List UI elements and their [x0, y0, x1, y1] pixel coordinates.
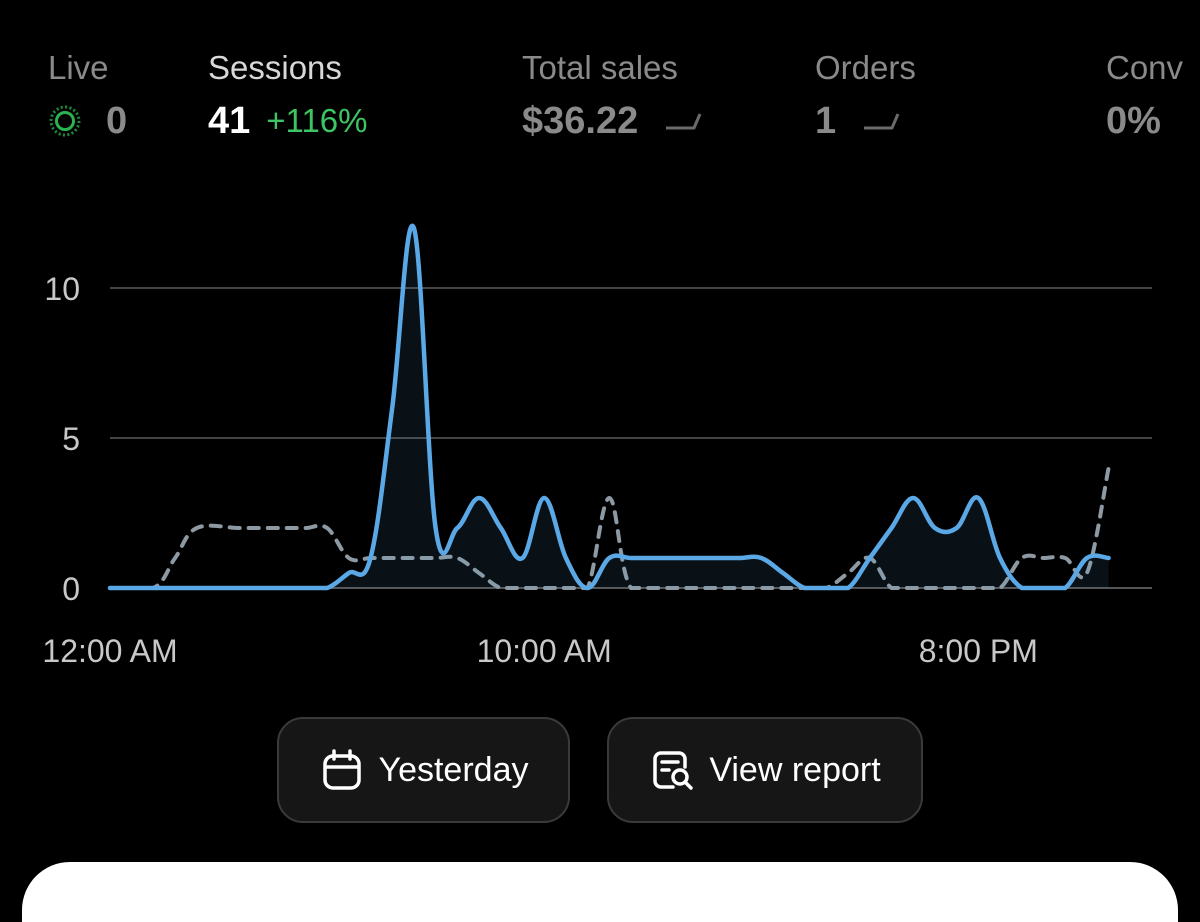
sessions-chart: 0 5 10 12:00 AM 10:00 AM 8:00 PM: [42, 223, 1152, 669]
metric-orders[interactable]: Orders 1: [815, 46, 916, 144]
metric-live-label: Live: [48, 49, 109, 86]
x-tick-label: 12:00 AM: [42, 633, 177, 669]
yesterday-button-label: Yesterday: [378, 750, 529, 789]
metric-conversion-value: 0%: [1106, 99, 1161, 142]
metric-conversion[interactable]: Conv 0%: [1106, 46, 1200, 144]
live-indicator-icon: [49, 105, 81, 137]
view-report-button[interactable]: View report: [607, 717, 923, 823]
metric-sessions-label: Sessions: [208, 49, 342, 86]
metric-sessions-delta: +116%: [266, 102, 368, 139]
metric-total-sales-value: $36.22: [522, 99, 639, 142]
series-line-current: [107, 223, 1111, 591]
x-tick-label: 8:00 PM: [919, 633, 1038, 669]
yesterday-button[interactable]: Yesterday: [277, 717, 570, 823]
metric-orders-label: Orders: [815, 49, 916, 86]
metric-live-value: 0: [106, 99, 128, 142]
view-report-button-label: View report: [709, 750, 881, 789]
metric-total-sales-label: Total sales: [522, 49, 678, 86]
metric-total-sales[interactable]: Total sales $36.22: [522, 46, 708, 144]
metric-orders-value: 1: [815, 99, 837, 142]
metric-conversion-label: Conv: [1106, 49, 1184, 86]
calendar-icon: [322, 749, 361, 790]
metric-sessions[interactable]: Sessions 41 +116%: [208, 46, 368, 144]
y-tick-label: 5: [62, 421, 80, 457]
x-tick-label: 10:00 AM: [477, 633, 612, 669]
metrics-bar: Live 0 Sessions 41 +116% Total sales $36…: [0, 0, 1200, 160]
sparkline-icon: [864, 113, 900, 130]
y-tick-label: 10: [44, 271, 80, 307]
series-area: [110, 225, 1109, 588]
y-tick-label: 0: [62, 571, 80, 607]
metric-sessions-value: 41: [208, 99, 251, 142]
bottom-sheet: [22, 862, 1178, 922]
sparkline-icon: [666, 113, 702, 130]
series-line-comparison: [108, 466, 1111, 590]
metric-live[interactable]: Live 0: [48, 46, 127, 144]
report-search-icon: [653, 751, 694, 790]
